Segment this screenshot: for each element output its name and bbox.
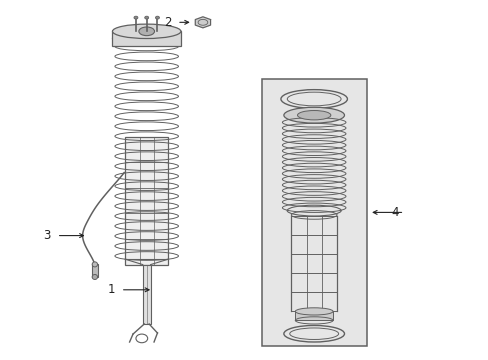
Ellipse shape	[134, 16, 138, 19]
Ellipse shape	[112, 24, 181, 39]
Ellipse shape	[295, 308, 332, 315]
Ellipse shape	[139, 27, 154, 36]
Bar	[125, 137, 168, 265]
Ellipse shape	[155, 16, 159, 19]
Text: 4: 4	[390, 206, 398, 219]
Bar	[142, 265, 150, 324]
Ellipse shape	[112, 31, 181, 46]
Text: 1: 1	[107, 283, 115, 296]
Ellipse shape	[92, 262, 98, 267]
Bar	[92, 264, 98, 277]
Text: 2: 2	[163, 16, 171, 29]
Ellipse shape	[297, 111, 330, 120]
Ellipse shape	[284, 107, 344, 123]
Bar	[295, 311, 332, 320]
Bar	[261, 79, 366, 346]
Ellipse shape	[92, 274, 98, 279]
Polygon shape	[195, 17, 210, 28]
Bar	[112, 31, 181, 46]
Ellipse shape	[144, 16, 148, 19]
Text: 3: 3	[43, 229, 51, 242]
